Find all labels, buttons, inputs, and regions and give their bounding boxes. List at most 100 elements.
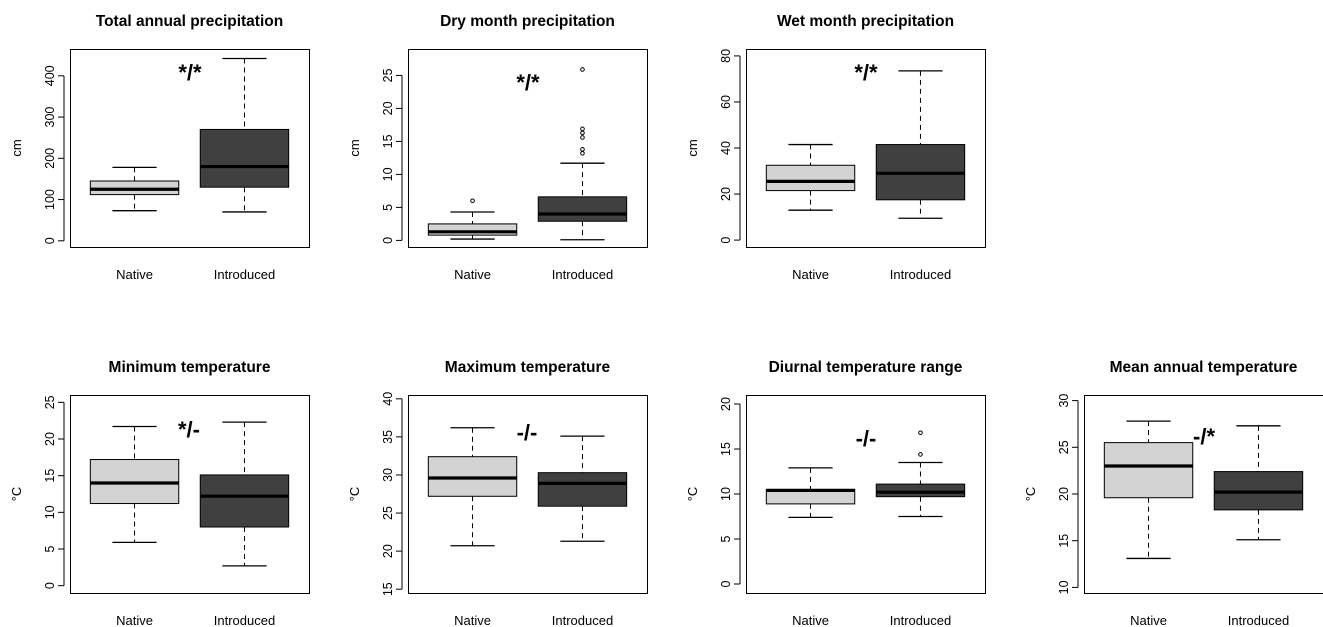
y-tick-label: 15 <box>381 582 395 596</box>
y-tick-label: 15 <box>1057 534 1071 548</box>
significance-label: -/* <box>1193 424 1215 449</box>
outlier-point <box>918 430 923 436</box>
y-axis-label: °C <box>9 487 24 502</box>
y-tick-label: 10 <box>43 505 57 519</box>
y-tick-label: 60 <box>719 95 733 109</box>
y-tick-label: 0 <box>719 580 733 587</box>
chart-title: Wet month precipitation <box>777 13 954 30</box>
y-tick-label: 400 <box>43 65 57 86</box>
iqr-box <box>537 196 628 222</box>
y-axis-label: °C <box>685 487 700 502</box>
chart-title: Total annual precipitation <box>96 13 283 30</box>
plot-frame <box>70 49 310 248</box>
y-tick-label: 20 <box>1057 487 1071 501</box>
box-introduced <box>875 430 966 518</box>
box-native <box>1103 420 1194 560</box>
y-tick-label: 5 <box>43 545 57 552</box>
plot-frame <box>408 49 648 248</box>
y-tick-label: 15 <box>719 442 733 456</box>
chart-panel: Mean annual temperature 10 15 20 25 30 °C Nativ… <box>1023 359 1323 627</box>
x-category-label: Introduced <box>890 267 951 282</box>
chart-title: Mean annual temperature <box>1110 359 1298 376</box>
chart-title: Maximum temperature <box>445 359 611 376</box>
x-category-label: Introduced <box>890 613 951 627</box>
plot-frame <box>746 49 986 248</box>
iqr-box <box>199 474 290 528</box>
y-tick-label: 80 <box>719 49 733 63</box>
chart-panel: Total annual precipitation 0 100 200 300 400 c… <box>9 13 310 282</box>
y-axis-label: cm <box>9 139 24 156</box>
outlier-point <box>580 126 585 132</box>
significance-label: -/- <box>517 420 538 445</box>
y-tick-label: 20 <box>719 187 733 201</box>
y-tick-label: 300 <box>43 107 57 128</box>
iqr-box <box>765 164 856 192</box>
box-native <box>427 198 518 240</box>
x-category-label: Native <box>454 613 491 627</box>
y-tick-label: 0 <box>43 582 57 589</box>
outlier-point <box>580 130 585 136</box>
chart-panel: Dry month precipitation 0 5 10 15 20 25 cm Nativ… <box>347 13 648 282</box>
x-category-label: Native <box>792 613 829 627</box>
box-native <box>765 467 856 519</box>
box-introduced <box>875 70 966 219</box>
plot-frame <box>408 395 648 594</box>
box-introduced <box>199 57 290 213</box>
y-tick-label: 40 <box>381 392 395 406</box>
y-tick-label: 25 <box>43 395 57 409</box>
y-tick-label: 20 <box>43 432 57 446</box>
iqr-box <box>199 128 290 188</box>
y-tick-label: 0 <box>381 237 395 244</box>
box-native <box>89 425 180 544</box>
box-native <box>765 143 856 211</box>
box-introduced <box>1213 425 1304 541</box>
plot-frame <box>70 395 310 594</box>
y-tick-label: 40 <box>719 141 733 155</box>
outlier-point <box>580 147 585 152</box>
y-axis-label: cm <box>685 139 700 156</box>
y-tick-label: 100 <box>43 189 57 210</box>
x-category-label: Native <box>116 613 153 627</box>
y-tick-label: 25 <box>381 506 395 520</box>
x-category-label: Introduced <box>552 613 613 627</box>
y-tick-label: 200 <box>43 148 57 169</box>
y-tick-label: 5 <box>719 535 733 542</box>
significance-label: */- <box>178 417 200 442</box>
y-tick-label: 20 <box>381 101 395 115</box>
chart-panel: Wet month precipitation 0 20 40 60 80 cm Native… <box>685 13 986 282</box>
y-tick-label: 35 <box>381 430 395 444</box>
chart-title: Minimum temperature <box>109 359 271 376</box>
y-tick-label: 15 <box>43 469 57 483</box>
y-axis-label: °C <box>1023 487 1038 502</box>
significance-label: */* <box>516 70 540 95</box>
x-category-label: Introduced <box>1228 613 1289 627</box>
x-category-label: Native <box>454 267 491 282</box>
iqr-box <box>875 483 966 498</box>
box-introduced <box>537 67 628 241</box>
y-tick-label: 5 <box>381 204 395 211</box>
significance-label: */* <box>178 60 202 85</box>
y-tick-label: 30 <box>381 468 395 482</box>
chart-panel: Minimum temperature 0 5 10 15 20 25 °C Native Int… <box>9 359 310 627</box>
y-tick-label: 10 <box>1057 580 1071 594</box>
y-tick-label: 10 <box>719 487 733 501</box>
x-category-label: Introduced <box>214 267 275 282</box>
box-introduced <box>199 421 290 567</box>
chart-title: Diurnal temperature range <box>769 359 963 376</box>
y-tick-label: 30 <box>1057 394 1071 408</box>
y-tick-label: 0 <box>43 237 57 244</box>
outlier-point <box>470 198 475 204</box>
outlier-point <box>580 135 585 140</box>
chart-panel: Diurnal temperature range 0 5 10 15 20 °C Nativ… <box>685 359 986 627</box>
x-category-label: Native <box>116 267 153 282</box>
y-tick-label: 15 <box>381 134 395 148</box>
iqr-box <box>427 223 518 236</box>
box-native <box>427 427 518 547</box>
y-tick-label: 20 <box>381 544 395 558</box>
box-native <box>89 166 180 212</box>
outlier-point <box>918 452 923 457</box>
plot-frame <box>746 395 986 594</box>
plot-frame <box>1084 395 1323 594</box>
chart-panel: Maximum temperature 15 20 25 30 35 40 °C Native I… <box>347 359 648 627</box>
